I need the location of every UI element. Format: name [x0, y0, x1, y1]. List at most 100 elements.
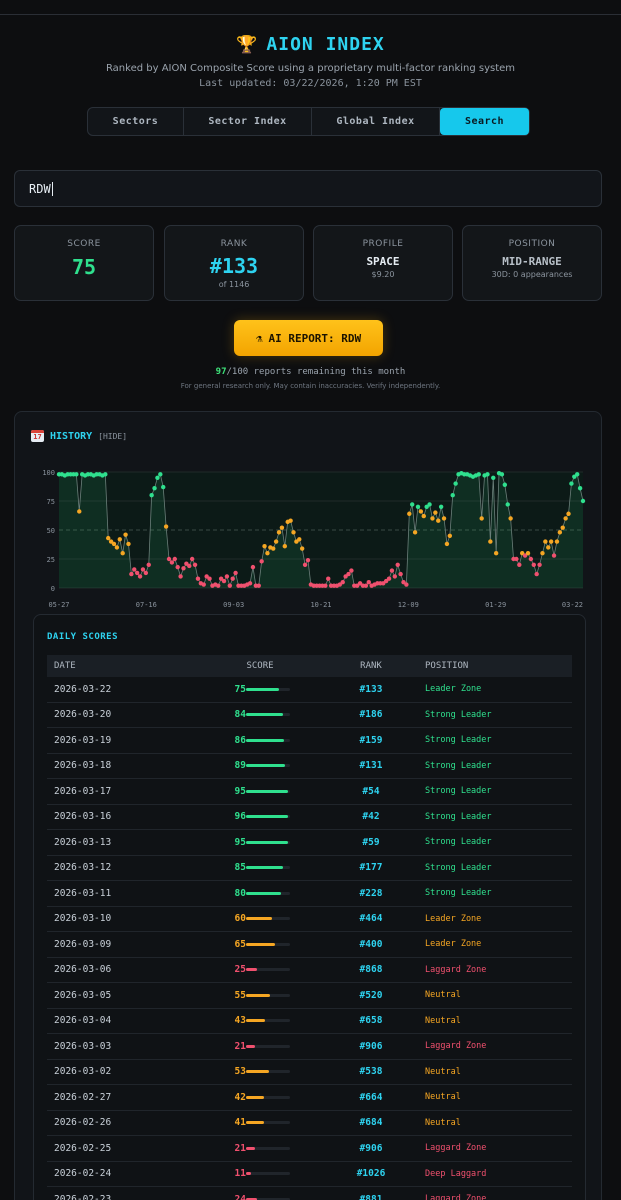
row-date: 2026-03-11 [54, 887, 112, 899]
data-point [288, 518, 293, 523]
data-point [493, 551, 499, 556]
row-position: Strong Leader [425, 709, 492, 720]
row-score-value: 75 [234, 683, 246, 695]
data-point [181, 566, 186, 571]
data-point [161, 484, 166, 490]
tab-sector-index[interactable]: Sector Index [184, 108, 312, 135]
data-point [137, 574, 143, 579]
top-divider [0, 14, 621, 15]
data-point [491, 475, 496, 480]
data-point [305, 557, 311, 563]
data-point [143, 570, 149, 576]
score-label: SCORE [67, 239, 101, 249]
row-score-fill [246, 1146, 256, 1150]
row-date: 2026-02-24 [54, 1168, 112, 1180]
table-row: 2026-03-16 96 #42 Strong Leader [47, 805, 572, 830]
data-point [299, 546, 305, 551]
row-score-fill [246, 993, 271, 997]
x-tick-label: 03-22 [562, 601, 583, 609]
table-row: 2026-03-17 95 #54 Strong Leader [47, 779, 572, 805]
data-point [201, 582, 206, 587]
rank-total: of 1146 [218, 280, 250, 289]
data-point [438, 504, 444, 509]
row-position: Leader Zone [425, 913, 482, 924]
row-position: Deep Laggard [425, 1168, 487, 1179]
y-tick-label: 0 [51, 585, 55, 593]
col-position: POSITION [425, 661, 469, 671]
profile-label: PROFILE [362, 239, 404, 249]
row-score-fill [246, 1095, 265, 1099]
row-score-fill [246, 968, 257, 972]
row-score-value: 84 [234, 709, 246, 721]
data-point [149, 493, 154, 498]
table-row: 2026-03-06 25 #868 Laggard Zone [47, 958, 572, 983]
data-point [195, 576, 201, 581]
data-point [326, 576, 331, 581]
data-point [569, 481, 574, 486]
row-rank: #54 [362, 785, 380, 797]
row-position: Neutral [425, 1117, 461, 1128]
y-tick-label: 25 [47, 556, 55, 564]
row-score: 85 [195, 862, 325, 873]
row-score-value: 96 [234, 811, 246, 823]
data-point [166, 556, 172, 562]
hide-toggle[interactable]: [HIDE] [98, 431, 128, 441]
row-score-value: 21 [234, 1040, 246, 1052]
data-point [575, 472, 580, 477]
data-point [169, 560, 175, 565]
row-score: 75 [195, 684, 325, 695]
data-point [227, 583, 233, 588]
row-date: 2026-03-05 [54, 989, 112, 1001]
position-label: POSITION [508, 239, 556, 249]
tab-sectors[interactable]: Sectors [88, 108, 184, 135]
data-point [560, 525, 565, 530]
table-row: 2026-03-05 55 #520 Neutral [47, 983, 572, 1009]
y-tick-label: 50 [47, 527, 55, 535]
row-score-value: 21 [234, 1142, 246, 1154]
row-score-fill [246, 713, 283, 717]
data-point [158, 472, 163, 477]
history-header: 17 HISTORY [HIDE] [31, 430, 127, 442]
table-row: 2026-02-24 11 #1026 Deep Laggard [47, 1162, 572, 1187]
profile-value: SPACE [366, 255, 400, 268]
position-value: MID-RANGE [502, 255, 562, 268]
row-position: Strong Leader [425, 760, 492, 771]
row-score-bar [246, 738, 290, 742]
table-row: 2026-03-19 86 #159 Strong Leader [47, 728, 572, 754]
data-point [528, 556, 534, 562]
row-score-bar [246, 1146, 290, 1150]
data-point [436, 518, 441, 523]
data-point [250, 564, 256, 570]
data-point [140, 567, 146, 572]
table-row: 2026-03-04 43 #658 Neutral [47, 1009, 572, 1034]
tab-global-index[interactable]: Global Index [312, 108, 440, 135]
data-point [276, 530, 282, 535]
row-rank: #1026 [356, 1168, 386, 1180]
table-row: 2026-03-03 21 #906 Laggard Zone [47, 1034, 572, 1060]
row-date: 2026-03-17 [54, 785, 112, 797]
row-position: Laggard Zone [425, 1143, 487, 1154]
data-point [189, 556, 195, 562]
row-date: 2026-03-04 [54, 1015, 112, 1027]
row-score-fill [246, 789, 288, 793]
row-date: 2026-02-26 [54, 1117, 112, 1129]
row-position: Laggard Zone [425, 1194, 487, 1200]
row-score-bar [246, 1121, 290, 1125]
table-row: 2026-03-09 65 #400 Leader Zone [47, 932, 572, 958]
row-score: 24 [195, 1194, 325, 1200]
row-score-bar [246, 815, 290, 819]
ai-report-button[interactable]: ⚗ AI REPORT: RDW [234, 320, 383, 356]
search-input[interactable]: RDW [14, 170, 602, 207]
row-score-fill [246, 1197, 257, 1200]
data-point [230, 576, 235, 581]
data-point [499, 472, 505, 477]
tab-search[interactable]: Search [440, 108, 529, 135]
row-position: Neutral [425, 1092, 461, 1103]
row-score-bar [246, 1197, 290, 1200]
data-point [389, 568, 395, 573]
row-score-value: 95 [234, 785, 246, 797]
row-rank: #464 [359, 913, 383, 925]
x-tick-label: 05-27 [48, 601, 69, 609]
data-point [540, 551, 545, 556]
row-score: 41 [195, 1117, 325, 1128]
